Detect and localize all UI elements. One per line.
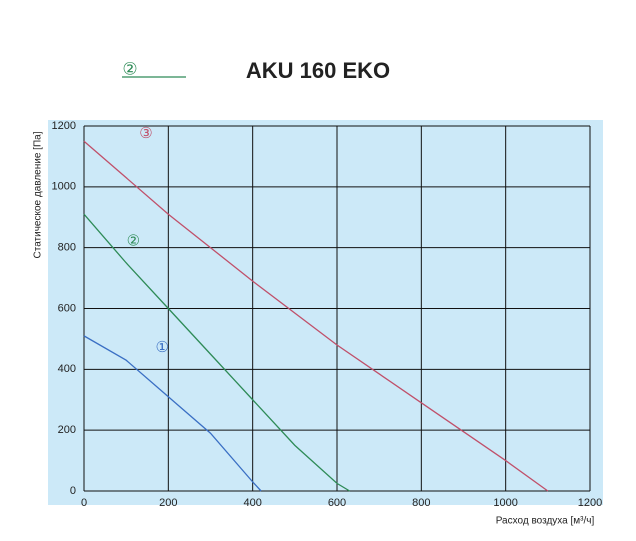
series-line [83, 140, 549, 492]
series-label: ③ [139, 125, 152, 142]
series-label: ① [155, 339, 168, 356]
series-line [83, 335, 262, 492]
x-tick-label: 800 [412, 497, 430, 509]
y-axis-label: Статическое давление [Па] [33, 131, 44, 258]
x-tick-label: 1000 [493, 497, 517, 509]
plot-background [48, 120, 603, 505]
y-tick-label: 800 [58, 242, 76, 254]
x-tick-label: 600 [328, 497, 346, 509]
series-line [83, 213, 350, 492]
y-tick-label: 0 [70, 485, 76, 497]
y-tick-label: 400 [58, 363, 76, 375]
chart-title: AKU 160 EKO [246, 58, 390, 83]
y-tick-label: 600 [58, 302, 76, 314]
x-tick-label: 200 [159, 497, 177, 509]
series-label: ② [127, 233, 140, 250]
x-tick-label: 1200 [578, 497, 602, 509]
x-tick-label: 400 [243, 497, 261, 509]
x-axis-label: Расход воздуха [м³/ч] [496, 516, 595, 527]
x-tick-label: 0 [81, 497, 87, 509]
y-tick-label: 1200 [52, 120, 76, 132]
y-tick-label: 1000 [52, 181, 76, 193]
legend-label: ② [122, 59, 137, 78]
y-tick-label: 200 [58, 424, 76, 436]
